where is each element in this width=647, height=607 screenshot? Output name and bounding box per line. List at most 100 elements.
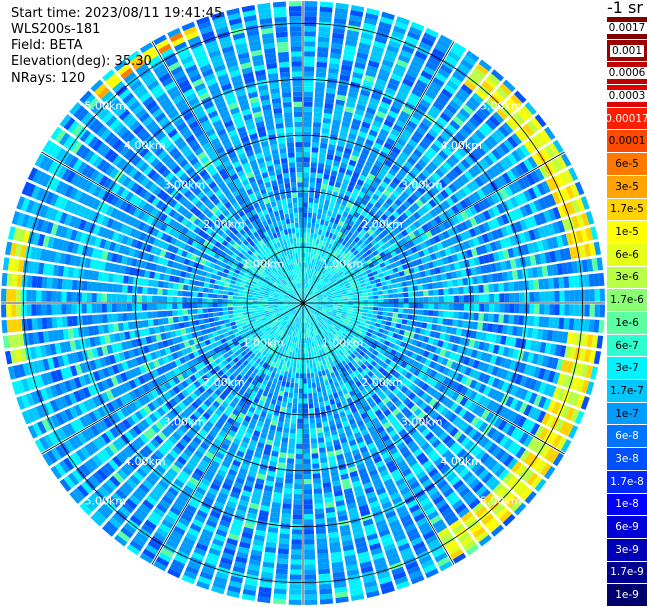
data-gate bbox=[470, 179, 480, 190]
data-gate bbox=[412, 111, 423, 121]
data-gate bbox=[308, 322, 311, 328]
data-gate bbox=[317, 278, 322, 284]
data-gate bbox=[376, 332, 383, 338]
data-gate bbox=[315, 270, 319, 277]
data-gate bbox=[438, 303, 444, 310]
data-gate bbox=[389, 105, 401, 115]
data-gate bbox=[370, 473, 380, 482]
data-gate bbox=[395, 477, 406, 487]
data-gate bbox=[307, 327, 310, 333]
data-gate bbox=[292, 326, 296, 332]
data-gate bbox=[289, 589, 302, 595]
data-gate bbox=[366, 134, 376, 142]
data-gate bbox=[365, 281, 371, 286]
data-gate bbox=[350, 262, 356, 268]
data-gate bbox=[441, 396, 451, 406]
data-gate bbox=[224, 505, 236, 514]
data-gate bbox=[446, 515, 459, 527]
data-gate bbox=[429, 330, 436, 338]
data-gate bbox=[311, 377, 316, 384]
data-gate bbox=[507, 153, 518, 165]
data-gate bbox=[478, 534, 492, 547]
data-gate bbox=[310, 292, 315, 297]
data-gate bbox=[356, 494, 366, 503]
data-gate bbox=[399, 133, 410, 143]
data-gate bbox=[242, 588, 256, 597]
data-gate bbox=[388, 557, 401, 566]
data-gate bbox=[561, 262, 569, 275]
data-gate bbox=[312, 264, 316, 270]
data-gate bbox=[428, 237, 437, 246]
data-gate bbox=[408, 309, 414, 315]
data-gate bbox=[448, 246, 456, 255]
data-gate bbox=[353, 297, 359, 301]
data-gate bbox=[438, 164, 449, 175]
data-gate bbox=[352, 526, 364, 535]
data-gate bbox=[493, 283, 499, 293]
data-gate bbox=[564, 345, 572, 359]
data-gate bbox=[472, 481, 484, 493]
data-gate bbox=[310, 309, 315, 314]
data-gate bbox=[307, 283, 311, 289]
data-gate bbox=[326, 310, 332, 314]
data-gate bbox=[319, 280, 325, 286]
data-gate bbox=[472, 148, 483, 160]
data-gate bbox=[359, 445, 368, 454]
data-gate bbox=[350, 192, 358, 200]
data-gate bbox=[357, 157, 366, 165]
data-gate bbox=[486, 364, 495, 375]
data-gate bbox=[440, 531, 453, 543]
data-gate bbox=[481, 80, 494, 93]
data-gate bbox=[551, 401, 561, 415]
data-gate bbox=[419, 401, 428, 411]
data-gate bbox=[338, 329, 344, 335]
data-gate bbox=[543, 316, 550, 328]
data-gate bbox=[427, 246, 435, 254]
data-gate bbox=[406, 280, 413, 286]
data-gate bbox=[333, 186, 340, 193]
data-gate bbox=[298, 312, 301, 318]
data-gate bbox=[348, 418, 356, 425]
data-gate bbox=[338, 350, 344, 356]
data-gate bbox=[318, 239, 323, 246]
data-gate bbox=[353, 211, 361, 219]
data-gate bbox=[328, 326, 333, 332]
data-gate bbox=[411, 395, 420, 404]
data-gate bbox=[519, 304, 525, 314]
data-gate bbox=[269, 460, 278, 467]
data-gate bbox=[459, 396, 469, 407]
data-gate bbox=[574, 289, 580, 302]
data-gate bbox=[523, 189, 533, 202]
data-gate bbox=[289, 387, 294, 394]
data-gate bbox=[454, 405, 463, 415]
data-gate bbox=[404, 73, 417, 83]
data-gate bbox=[488, 283, 494, 293]
data-gate bbox=[311, 147, 319, 153]
data-gate bbox=[495, 506, 509, 520]
data-gate bbox=[388, 519, 401, 529]
data-gate bbox=[333, 299, 339, 302]
data-gate bbox=[472, 526, 486, 539]
data-gate bbox=[303, 162, 310, 168]
data-gate bbox=[383, 421, 392, 430]
data-gate bbox=[449, 475, 461, 487]
data-gate bbox=[381, 266, 388, 272]
data-gate bbox=[472, 237, 480, 247]
data-gate bbox=[401, 191, 410, 200]
data-gate bbox=[453, 150, 464, 161]
data-gate bbox=[374, 438, 383, 447]
data-gate bbox=[515, 147, 527, 160]
data-gate bbox=[319, 224, 324, 230]
data-gate bbox=[433, 303, 439, 310]
data-gate bbox=[374, 35, 388, 45]
data-gate bbox=[306, 296, 312, 301]
data-gate bbox=[303, 368, 307, 374]
data-gate bbox=[362, 289, 368, 294]
data-gate bbox=[465, 474, 477, 486]
data-gate bbox=[480, 332, 487, 341]
data-gate bbox=[350, 475, 360, 483]
data-gate bbox=[427, 283, 434, 290]
data-gate bbox=[286, 361, 291, 367]
data-gate bbox=[226, 537, 239, 546]
data-gate bbox=[303, 307, 306, 313]
